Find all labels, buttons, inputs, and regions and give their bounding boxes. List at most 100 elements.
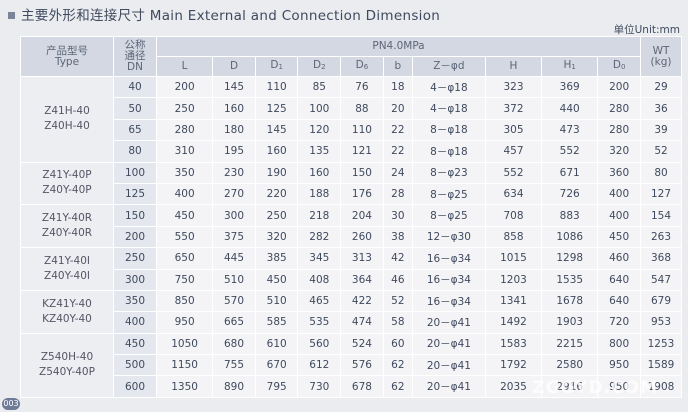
subscript-text: 6 [363, 63, 369, 71]
value-cell: 263 [640, 225, 682, 249]
value-cell: 145 [254, 118, 299, 142]
cell-text: 150 [124, 209, 146, 222]
dn-cell: 50 [113, 97, 157, 120]
cell-text: 80 [128, 145, 142, 158]
cell-text: 450 [174, 209, 195, 222]
value-cell: 8－φ25 [411, 182, 486, 206]
cell-text: 323 [503, 81, 524, 94]
value-cell: 679 [640, 289, 682, 313]
cell-text: 200 [174, 81, 195, 94]
header-text: D [313, 59, 322, 71]
subscript-text: 2 [321, 63, 326, 71]
value-cell: 950 [155, 311, 214, 334]
dn-header: 公称 通径 DN [113, 36, 157, 77]
cell-text: 305 [503, 123, 524, 136]
header-row: 产品型号 Type 公称 通径 DN PN4.0MPa WT (kg) [20, 36, 682, 77]
cell-text: 52 [391, 295, 405, 308]
value-cell: 218 [297, 204, 342, 227]
cell-text: 1792 [500, 359, 527, 372]
cell-text: 1583 [500, 337, 527, 350]
cell-text: 20－φ41 [426, 338, 471, 351]
header-text: D [612, 59, 621, 71]
header-text: PN4.0MPa [372, 40, 425, 52]
value-cell: 372 [484, 97, 543, 120]
dn-cell: 250 [113, 247, 157, 270]
value-cell: 576 [340, 354, 384, 377]
value-cell: 320 [597, 140, 641, 163]
value-cell: 726 [541, 182, 599, 206]
cell-text: 200 [124, 230, 146, 243]
value-cell: 127 [640, 182, 682, 206]
value-cell: 250 [254, 204, 299, 227]
cell-text: 500 [124, 359, 146, 372]
model-name: Z41H-40 [44, 105, 90, 118]
value-cell: 570 [212, 289, 256, 313]
cell-text: 570 [224, 295, 245, 308]
model-cell: KZ41Y-40 KZ40Y-40 [20, 289, 114, 334]
value-cell: 750 [155, 268, 214, 291]
cell-text: 457 [503, 145, 524, 158]
cell-text: 950 [174, 316, 195, 329]
cell-text: 65 [128, 123, 142, 136]
cell-text: 220 [266, 188, 287, 201]
cell-text: 260 [351, 230, 372, 243]
cell-text: 445 [224, 252, 245, 265]
value-cell: 850 [155, 289, 214, 313]
value-cell: 612 [297, 354, 342, 377]
cell-text: 678 [351, 380, 372, 393]
cell-text: 40 [128, 81, 142, 94]
value-cell: 640 [597, 268, 641, 291]
cell-text: 263 [650, 230, 672, 243]
model-cell: Z540H-40 Z540Y-40P [20, 332, 114, 398]
cell-text: 634 [503, 188, 524, 201]
cell-text: 230 [224, 166, 245, 179]
value-cell: 29 [640, 75, 682, 99]
cell-text: 576 [351, 359, 372, 372]
cell-text: 310 [174, 145, 195, 158]
unit: 单位Unit:mm [613, 24, 680, 36]
dim-header: D2 [297, 56, 342, 77]
page-number: 003 [2, 398, 20, 410]
cell-text: 350 [174, 166, 195, 179]
data-row: Z540H-40 Z540Y-40P 450 1050 680 610 560 524 60 20… [20, 332, 682, 398]
cell-text: 1015 [500, 252, 527, 265]
header-text: 公称 [124, 39, 146, 51]
dim-header: H1 [541, 56, 599, 77]
value-cell: 400 [597, 204, 641, 227]
value-cell: 39 [640, 118, 682, 142]
value-cell: 8－φ23 [411, 161, 486, 184]
value-cell: 20－φ41 [411, 375, 486, 398]
cell-text: 18 [391, 81, 405, 94]
value-cell: 610 [254, 332, 299, 356]
value-cell: 1350 [155, 375, 214, 398]
cell-text: 670 [266, 359, 287, 372]
cell-text: 750 [174, 273, 195, 286]
cell-text: 282 [309, 230, 330, 243]
cell-text: 858 [503, 230, 524, 243]
cell-text: 372 [503, 102, 524, 115]
cell-text: 22 [391, 123, 405, 136]
data-row: Z41Y-40R Z40Y-40R 150 450 300 250 218 204 30 8－φ2… [20, 204, 682, 249]
value-cell: 125 [254, 97, 299, 120]
cell-text: 120 [309, 123, 330, 136]
model-name: KZ41Y-40 [42, 297, 92, 310]
cell-text: 2580 [556, 359, 584, 372]
cell-text: 1908 [647, 380, 675, 393]
subscript: 2 [321, 63, 325, 71]
cell-text: 600 [124, 380, 146, 393]
value-cell: 400 [597, 182, 641, 206]
value-cell: 883 [541, 204, 599, 227]
cell-text: 1086 [556, 230, 584, 243]
value-cell: 1908 [640, 375, 682, 398]
cell-text: 450 [266, 273, 287, 286]
cell-text: 62 [391, 380, 405, 393]
cell-text: 400 [124, 316, 146, 329]
cell-text: 320 [266, 230, 287, 243]
value-cell: 552 [484, 161, 543, 184]
dn-cell: 65 [113, 118, 157, 142]
value-cell: 800 [597, 332, 641, 356]
cell-text: 612 [309, 359, 330, 372]
model-name: Z40Y-40P [42, 184, 92, 197]
header-row: L D D1 D2 D6 b Z－φd H H1 D0 [21, 56, 682, 77]
header-text: D [355, 59, 364, 71]
